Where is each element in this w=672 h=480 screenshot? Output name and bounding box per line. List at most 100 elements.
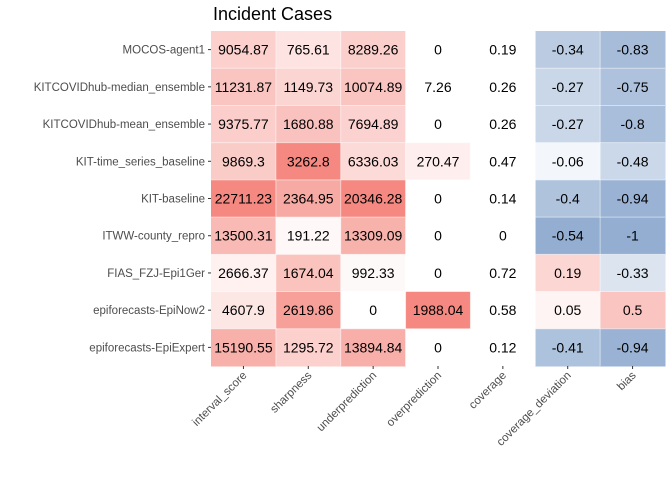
heatmap-cell — [275, 68, 342, 106]
cell-value-label: 0.47 — [489, 153, 516, 169]
cell-value-label: 11231.87 — [215, 79, 273, 95]
heatmap-cell — [470, 328, 536, 367]
row-label: KIT-baseline — [141, 194, 205, 206]
heatmap-cell — [535, 328, 601, 367]
heatmap-cell — [275, 31, 342, 69]
cell-value-label: 2364.95 — [283, 191, 334, 207]
chart-title: Incident Cases — [213, 4, 333, 24]
heatmap-cell — [535, 68, 601, 106]
cell-value-label: 0 — [369, 302, 377, 318]
column-label: bias — [615, 369, 639, 393]
cell-value-label: -0.34 — [552, 42, 584, 58]
heatmap-cell — [470, 31, 536, 69]
cell-value-label: -0.94 — [617, 191, 649, 207]
cell-value-label: 0 — [434, 116, 442, 132]
cell-value-label: 0 — [499, 228, 507, 244]
heatmap-cell — [405, 105, 471, 144]
heatmap-cell — [600, 179, 666, 218]
cell-value-label: 0 — [434, 191, 442, 207]
cell-value-label: 0.19 — [489, 42, 516, 58]
cell-value-label: 9869.3 — [222, 153, 265, 169]
cell-value-label: 0.12 — [489, 339, 516, 355]
column-label: coverage_deviation — [495, 370, 574, 449]
heatmap-cell — [535, 179, 601, 218]
cell-value-label: 1988.04 — [413, 302, 464, 318]
heatmap-cell — [600, 142, 666, 181]
heatmap-cell — [211, 217, 277, 255]
cell-value-label: 0 — [434, 42, 442, 58]
heatmap-cell — [600, 328, 666, 367]
heatmap-cell — [275, 328, 342, 367]
heatmap-cell — [535, 291, 601, 330]
cell-value-label: 13309.09 — [344, 228, 403, 244]
cell-value-label: 0 — [434, 339, 442, 355]
cell-value-label: 1149.73 — [283, 79, 333, 95]
heatmap-cell — [600, 105, 666, 144]
cell-value-label: 10074.89 — [344, 79, 403, 95]
heatmap-cell — [211, 254, 277, 293]
cell-value-label: -0.83 — [617, 42, 649, 58]
cell-value-label: 992.33 — [352, 265, 395, 281]
heatmap-cell — [405, 217, 471, 255]
heatmap-cell — [211, 142, 277, 181]
cell-value-label: 0.05 — [554, 302, 581, 318]
cell-value-label: 0.26 — [489, 116, 516, 132]
cell-value-label: 22711.23 — [215, 191, 273, 207]
cell-value-label: 0.26 — [489, 79, 516, 95]
cell-value-label: 0.5 — [623, 302, 643, 318]
column-label: sharpness — [268, 369, 314, 415]
cell-value-label: 0 — [434, 265, 442, 281]
cell-value-label: -0.33 — [617, 265, 649, 281]
heatmap-cell — [340, 254, 407, 293]
heatmap-cell — [405, 291, 471, 330]
cell-value-label: 7.26 — [424, 79, 451, 95]
cell-value-label: 3262.8 — [287, 153, 330, 169]
heatmap-cell — [470, 254, 536, 293]
cell-value-label: 0.58 — [489, 302, 516, 318]
heatmap-cell — [405, 179, 471, 218]
cell-value-label: 2619.86 — [283, 302, 334, 318]
heatmap-cell — [340, 217, 407, 255]
heatmap-cell — [600, 217, 666, 255]
cell-value-label: 7694.89 — [348, 116, 399, 132]
cell-value-label: -0.27 — [552, 79, 584, 95]
cell-value-label: 1295.72 — [283, 339, 334, 355]
cell-value-label: 765.61 — [287, 42, 330, 58]
heatmap-cell — [535, 105, 601, 144]
cell-value-label: -0.75 — [617, 79, 649, 95]
heatmap-cell — [211, 68, 277, 106]
row-label: FIAS_FZJ-Epi1Ger — [107, 268, 205, 280]
heatmap-cell — [470, 105, 536, 144]
heatmap-cell — [535, 142, 601, 181]
heatmap-cell — [405, 31, 471, 69]
cell-value-label: 9054.87 — [218, 42, 269, 58]
cell-value-label: 0.14 — [489, 191, 516, 207]
heatmap-cell — [275, 217, 342, 255]
heatmap-cell — [470, 217, 536, 255]
cell-value-label: -0.27 — [552, 116, 584, 132]
row-label: KITCOVIDhub-mean_ensemble — [43, 119, 205, 131]
cell-value-label: 9375.77 — [218, 116, 269, 132]
heatmap-cell — [211, 105, 277, 144]
heatmap-cell — [405, 254, 471, 293]
cell-value-label: -0.8 — [621, 116, 645, 132]
cell-value-label: 2666.37 — [218, 265, 269, 281]
cell-value-label: 191.22 — [287, 228, 330, 244]
row-label: ITWW-county_repro — [102, 231, 205, 243]
cell-value-label: 20346.28 — [344, 191, 403, 207]
heatmap-cell — [535, 254, 601, 293]
heatmap-cell — [600, 31, 666, 69]
column-label: underprediction — [315, 370, 380, 435]
heatmap-cell — [275, 254, 342, 293]
heatmap-cell — [405, 68, 471, 106]
cell-value-label: -0.94 — [617, 339, 649, 355]
heatmap-cell — [535, 217, 601, 255]
row-label: KITCOVIDhub-median_ensemble — [34, 82, 205, 94]
heatmap-cell — [405, 142, 471, 181]
heatmap-cell — [600, 254, 666, 293]
cell-value-label: 1680.88 — [283, 116, 334, 132]
heatmap-cell — [470, 291, 536, 330]
heatmap-cell — [600, 68, 666, 106]
cell-value-label: 0.19 — [554, 265, 581, 281]
